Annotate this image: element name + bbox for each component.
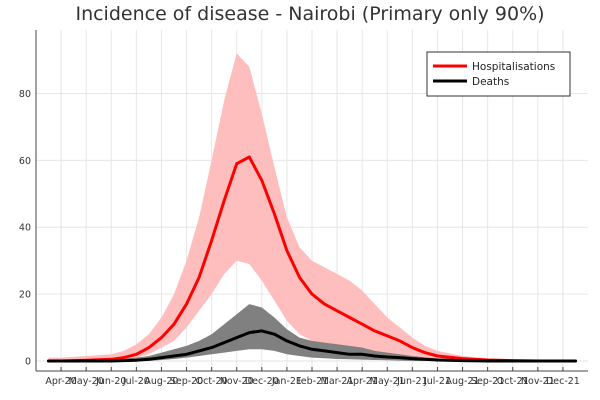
series-lines [47, 155, 577, 363]
line-hospitalisations [47, 155, 577, 363]
band-hospitalisations [48, 53, 576, 362]
x-tick-label: Apr-21 [347, 376, 378, 387]
x-tick-label: Aug-20 [144, 376, 178, 387]
y-tick-label: 20 [19, 290, 31, 301]
x-tick-label: Aug-21 [446, 376, 480, 387]
y-tick-label: 0 [25, 356, 31, 367]
x-tick-label: Jul-21 [423, 376, 451, 387]
y-tick-label: 60 [19, 156, 31, 167]
legend-box [426, 51, 571, 97]
x-tick-label: Oct-21 [497, 376, 529, 387]
x-tick-label: Oct-20 [196, 376, 228, 387]
y-tick-label: 40 [19, 223, 31, 234]
x-tick-label: Mar-21 [321, 376, 354, 387]
x-tick-label: Jun-21 [396, 376, 427, 387]
x-tick-label: Nov-20 [220, 376, 254, 387]
x-tick-label: Jan-21 [271, 376, 302, 387]
x-tick-label: Nov-21 [521, 376, 555, 387]
x-tick-label: Feb-21 [296, 376, 328, 387]
legend: Hospitalisations Deaths [426, 51, 571, 97]
x-tick-label: May-21 [370, 376, 405, 387]
legend-label-hospitalisations: Hospitalisations [472, 61, 555, 73]
x-tick-label: Jun-20 [95, 376, 126, 387]
legend-label-deaths: Deaths [472, 76, 509, 88]
tick-labels: 020406080Apr-20May-20Jun-20Jul-20Aug-20S… [19, 89, 580, 387]
x-tick-label: Dec-20 [245, 376, 279, 387]
y-tick-label: 80 [19, 89, 31, 100]
x-tick-label: Apr-20 [45, 376, 76, 387]
x-tick-label: Sep-21 [471, 376, 504, 387]
line-deaths [47, 329, 577, 363]
axes [35, 30, 588, 372]
x-tick-label: Sep-20 [170, 376, 203, 387]
x-tick-label: Jul-20 [122, 376, 150, 387]
x-tick-label: May-20 [69, 376, 104, 387]
chart-title: Incidence of disease - Nairobi (Primary … [75, 3, 544, 25]
x-tick-label: Dec-21 [546, 376, 580, 387]
